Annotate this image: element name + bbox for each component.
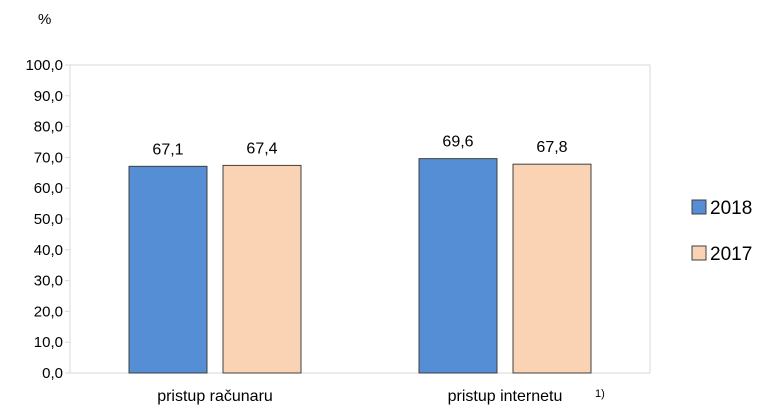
data-label-2018-2: 69,6 xyxy=(442,134,473,151)
y-tick-label: 70,0 xyxy=(34,149,63,166)
bars xyxy=(128,158,592,374)
bar-2017-1 xyxy=(222,164,302,374)
y-tick-label: 60,0 xyxy=(34,180,63,197)
y-tick-label: 30,0 xyxy=(34,273,63,290)
bar-2018-2 xyxy=(418,158,498,374)
y-axis: 0,0 10,0 20,0 30,0 40,0 50,0 60,0 70,0 80,0 90,0 1… xyxy=(25,57,70,382)
category-label: pristup računaru xyxy=(157,388,273,405)
legend-label-2018: 2018 xyxy=(710,198,752,219)
y-tick-label: 40,0 xyxy=(34,242,63,259)
data-label-2017-1: 67,4 xyxy=(246,140,277,157)
data-label-2018-1: 67,1 xyxy=(152,141,183,158)
bar-2017-2 xyxy=(512,163,592,374)
y-tick-label: 80,0 xyxy=(34,119,63,136)
category-labels: pristup računaru pristup internetu 1) xyxy=(157,388,605,405)
legend-swatch-2018 xyxy=(691,199,707,215)
category-label: pristup internetu xyxy=(448,388,563,405)
y-tick-label: 100,0 xyxy=(25,57,63,74)
legend: 2018 2017 xyxy=(691,198,752,265)
legend-label-2017: 2017 xyxy=(710,244,752,265)
y-tick-label: 50,0 xyxy=(34,211,63,228)
bar-2018-1 xyxy=(128,165,208,374)
data-labels: 67,1 67,4 69,6 67,8 xyxy=(152,134,567,159)
y-tick-label: 20,0 xyxy=(34,303,63,320)
y-tick-label: 10,0 xyxy=(34,334,63,351)
y-tick-label: 0,0 xyxy=(42,365,63,382)
y-tick-label: 90,0 xyxy=(34,88,63,105)
data-label-2017-2: 67,8 xyxy=(536,139,567,156)
category-footnote-marker: 1) xyxy=(595,388,605,400)
legend-swatch-2017 xyxy=(691,245,707,261)
y-unit-label: % xyxy=(38,11,51,28)
